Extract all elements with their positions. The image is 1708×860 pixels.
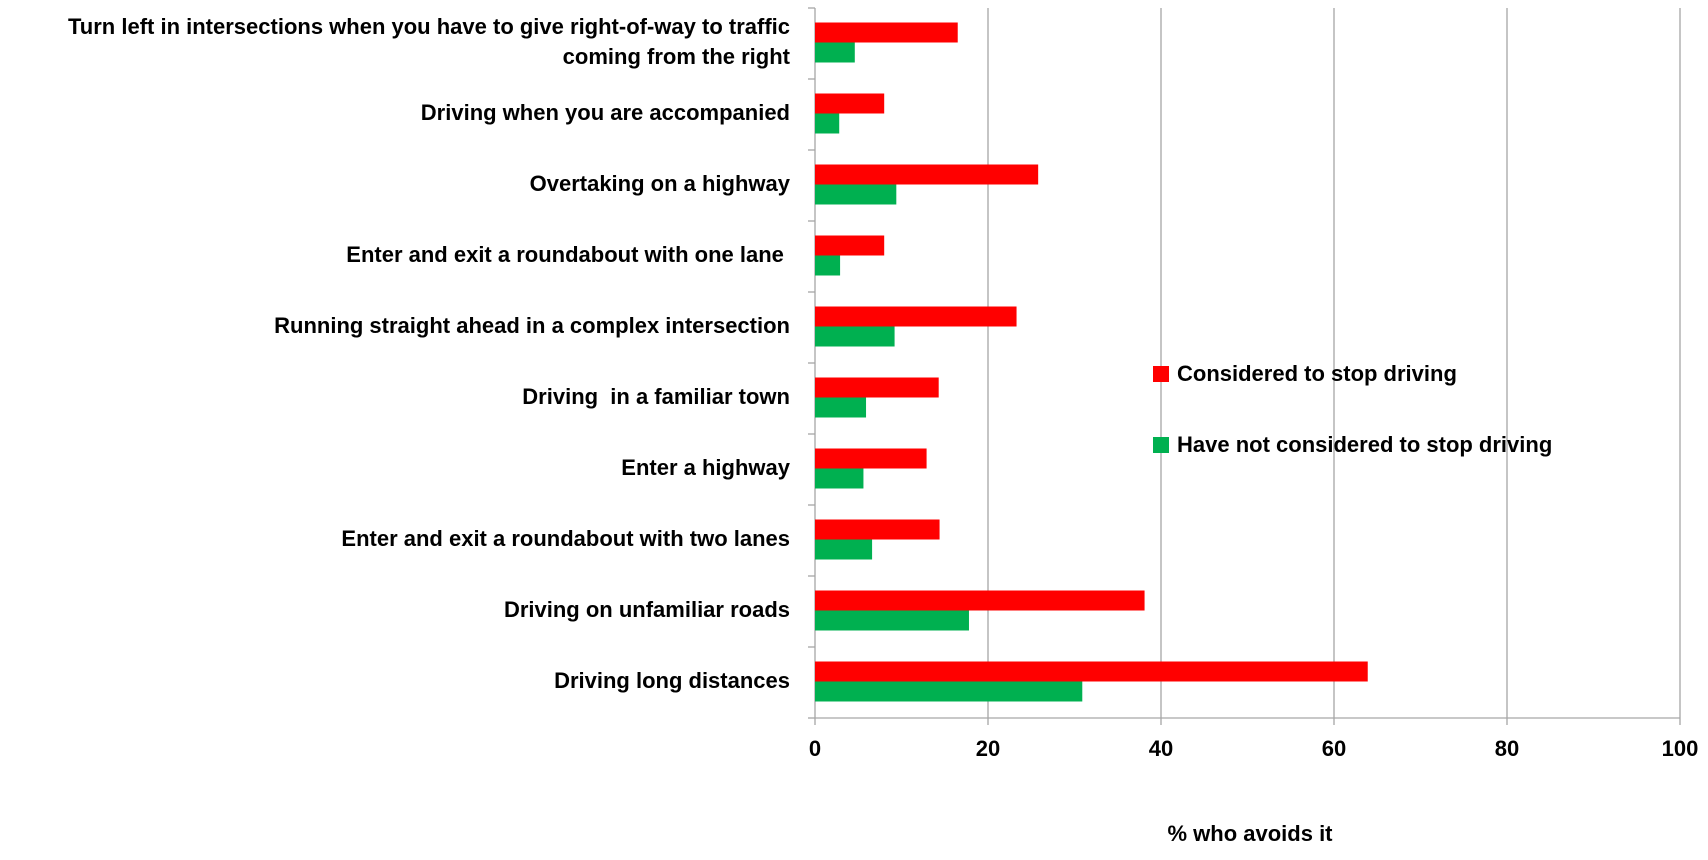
bar (815, 326, 895, 347)
legend-swatch (1153, 437, 1169, 453)
y-tick-label: Turn left in intersections when you have… (68, 13, 797, 69)
bar (815, 377, 939, 398)
x-tick-label: 0 (809, 736, 821, 761)
bar (815, 184, 897, 205)
bar (815, 539, 873, 560)
y-tick-label: Enter and exit a roundabout with two lan… (341, 525, 790, 551)
x-tick-label: 20 (976, 736, 1000, 761)
y-tick-label: Driving in a familiar town (522, 383, 790, 409)
bar (815, 397, 867, 418)
y-tick-label: Running straight ahead in a complex inte… (274, 312, 790, 338)
bar (815, 306, 1017, 327)
bar (815, 681, 1083, 702)
y-tick-label: Enter a highway (621, 454, 790, 480)
x-tick-label: 80 (1495, 736, 1519, 761)
bar (815, 590, 1145, 611)
y-tick-label: Enter and exit a roundabout with one lan… (346, 241, 790, 267)
bar (815, 42, 855, 63)
x-tick-label: 60 (1322, 736, 1346, 761)
bar (815, 468, 864, 489)
bar (815, 661, 1368, 682)
bar (815, 164, 1039, 185)
y-tick-label: Overtaking on a highway (529, 170, 790, 196)
y-tick-label: Driving on unfamiliar roads (503, 596, 790, 622)
bar (815, 93, 885, 114)
bar (815, 113, 840, 134)
x-axis-title: % who avoids it (1167, 821, 1333, 846)
legend-label: Have not considered to stop driving (1177, 432, 1552, 457)
bar (815, 235, 885, 256)
legend-swatch (1153, 366, 1169, 382)
x-tick-label: 40 (1149, 736, 1173, 761)
bar (815, 519, 940, 540)
y-tick-label: Driving when you are accompanied (420, 99, 790, 125)
bar (815, 448, 927, 469)
bar (815, 610, 969, 631)
bar (815, 255, 841, 276)
x-tick-label: 100 (1662, 736, 1699, 761)
y-tick-label: Driving long distances (554, 667, 790, 693)
bar (815, 22, 958, 43)
legend-label: Considered to stop driving (1177, 361, 1457, 386)
